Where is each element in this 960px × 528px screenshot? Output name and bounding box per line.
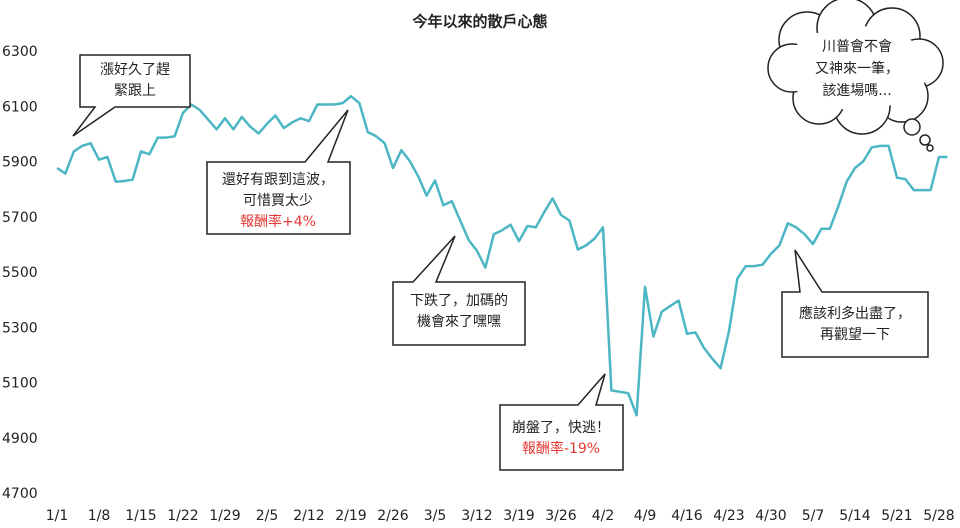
y-tick-label: 5900 [2,155,38,171]
annotation-text: 應該利多出盡了， [799,305,911,322]
annotation-text: 川普會不會 [822,39,892,55]
x-tick-label: 2/12 [293,508,324,524]
annotation-text: 還好有跟到這波， [222,172,334,188]
x-tick-label: 5/7 [802,508,825,524]
x-tick-label: 5/28 [923,508,954,524]
y-tick-label: 5100 [2,376,38,392]
x-tick-label: 1/8 [88,508,111,524]
annotation-text: 漲好久了趕 [100,62,170,78]
speech-bubble [72,54,191,137]
x-tick-label: 2/5 [256,508,279,524]
x-tick-label: 3/5 [424,508,447,524]
x-tick-label: 4/30 [755,508,786,524]
x-tick-label: 2/19 [335,508,366,524]
x-tick-label: 3/12 [461,508,492,524]
thought-bubble [926,144,934,152]
annotation-highlight: 報酬率-19% [522,440,600,457]
annotation-text: 又神來一筆， [815,61,899,77]
annotation-text: 崩盤了，快逃！ [512,420,610,436]
y-tick-label: 6100 [2,99,38,115]
x-tick-label: 1/22 [167,508,198,524]
x-tick-label: 2/26 [377,508,409,524]
y-tick-label: 4900 [2,431,38,447]
thought-cloud-body [785,26,929,110]
line [56,94,948,417]
annotation-text: 再觀望一下 [820,327,890,343]
thought-bubble [903,118,921,136]
annotation-text: 緊跟上 [114,83,156,99]
x-tick-label: 5/14 [839,508,871,524]
speech-bubble [206,109,351,235]
x-tick-label: 4/16 [671,508,703,524]
x-tick-label: 3/19 [503,508,534,524]
y-tick-label: 4700 [2,486,38,502]
annotation-text: 下跌了，加碼的 [410,293,508,309]
annotation-text: 機會來了嘿嘿 [417,314,501,330]
speech-bubble [392,235,526,346]
x-tick-label: 4/23 [713,508,744,524]
y-tick-label: 5300 [2,320,38,336]
annotation-text: 該進場嗎... [822,83,891,99]
x-tick-label: 3/26 [545,508,577,524]
y-tick-label: 5700 [2,210,38,226]
annotation-text: 可惜買太少 [243,193,313,209]
x-tick-label: 1/15 [125,508,156,524]
annotation-highlight: 報酬率+4% [240,213,316,230]
thought-bubble [919,134,931,146]
chart-title: 今年以來的散戶心態 [411,13,547,31]
x-tick-label: 1/29 [209,508,240,524]
x-tick-label: 4/9 [634,508,657,524]
x-tick-label: 1/1 [46,508,69,524]
y-tick-label: 5500 [2,265,38,281]
speech-bubble [781,249,929,358]
x-tick-label: 4/2 [592,508,615,524]
x-tick-label: 5/21 [881,508,912,524]
y-tick-label: 6300 [2,44,38,60]
speech-bubble [499,373,624,471]
